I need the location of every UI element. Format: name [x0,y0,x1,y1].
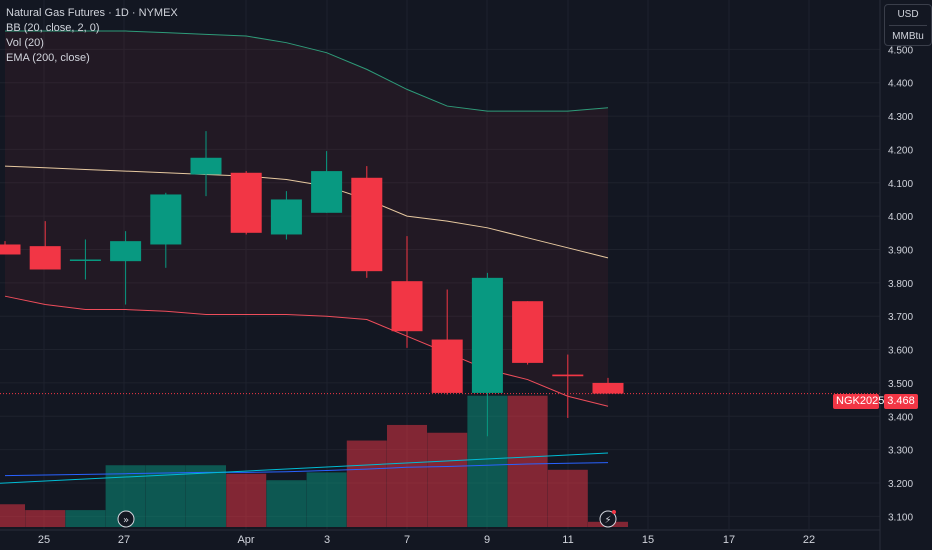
unit-divider [889,25,927,26]
candle-body [69,259,101,261]
ema-line [0,452,609,484]
y-tick-label: 3.100 [888,512,913,523]
volume-bar [507,395,548,527]
y-tick-label: 3.800 [888,279,913,290]
y-tick-label: 3.900 [888,245,913,256]
y-tick-label: 3.500 [888,379,913,390]
y-tick-label: 3.200 [888,479,913,490]
unit-label[interactable]: MMBtu [892,31,924,42]
y-tick-label: 3.300 [888,446,913,457]
y-tick-label: 4.500 [888,45,913,56]
candle-body [270,199,302,235]
candle-body [592,382,624,394]
x-tick-label: 22 [803,534,815,546]
price-axis-area [880,0,932,550]
currency-label[interactable]: USD [897,9,919,20]
y-tick-label: 4.300 [888,112,913,123]
volume-bar [186,465,226,527]
volume-bar [226,473,267,527]
bollinger-basis-line [4,165,609,259]
candle-body [150,194,182,245]
ema-label[interactable]: EMA (200, close) [6,52,90,64]
candle-body [311,171,343,213]
volume-bar [65,510,106,527]
y-tick-label: 4.200 [888,145,913,156]
y-tick-label: 3.400 [888,412,913,423]
candle-body [552,374,584,377]
x-tick-label: 3 [324,534,330,546]
volume-bar [306,472,347,527]
x-tick-label: 7 [404,534,410,546]
volume-bar [427,432,468,527]
candle-body [512,301,544,363]
event-marker-icon-glyph: ⚡ [604,515,611,526]
bollinger-band-fill [5,31,608,407]
candle-body [0,244,21,255]
last-price-tag: 3.468 [884,394,918,409]
x-tick-label: 15 [642,534,654,546]
x-tick-label: 27 [118,534,130,546]
rollover-marker-icon-glyph: » [123,515,129,526]
bollinger-lower-line [4,295,609,407]
y-tick-label: 3.600 [888,346,913,357]
candle-body [110,241,142,262]
rollover-marker-icon[interactable]: » [117,510,135,528]
symbol-price-tag[interactable]: NGK2025 [833,394,884,409]
candle-body [29,246,61,270]
candle-body [431,339,463,393]
y-tick-label: 4.000 [888,212,913,223]
rollover-marker-icon-circle [117,510,135,528]
candle-body [351,177,383,272]
volume-bar [547,469,588,527]
candle-body [391,281,423,332]
event-marker-dot [612,510,616,514]
chart-legend: Natural Gas Futures · 1D · NYMEX BB (20,… [6,6,178,66]
x-tick-label: Apr [237,534,254,546]
event-marker-icon-circle [599,510,617,528]
volume-bar [346,440,387,527]
candle-body [230,172,262,233]
volume-bar [25,510,66,527]
y-tick-label: 3.700 [888,312,913,323]
y-tick-label: 4.100 [888,179,913,190]
bollinger-bands-label[interactable]: BB (20, close, 2, 0) [6,22,100,34]
x-tick-label: 25 [38,534,50,546]
volume-ma-line [4,462,609,477]
x-tick-label: 17 [723,534,735,546]
event-marker-icon[interactable]: ⚡ [599,510,617,528]
candle-body [471,277,503,393]
x-tick-label: 9 [484,534,490,546]
volume-bar [387,424,427,527]
volume-bar [266,480,307,527]
volume-label[interactable]: Vol (20) [6,37,44,49]
symbol-title[interactable]: Natural Gas Futures · 1D · NYMEX [6,7,178,19]
volume-bar [0,504,25,527]
candle-body [190,157,222,175]
bollinger-upper-line [5,30,609,112]
x-tick-label: 11 [562,534,573,546]
y-tick-label: 4.400 [888,79,913,90]
unit-selector[interactable]: USD MMBtu [884,4,932,46]
